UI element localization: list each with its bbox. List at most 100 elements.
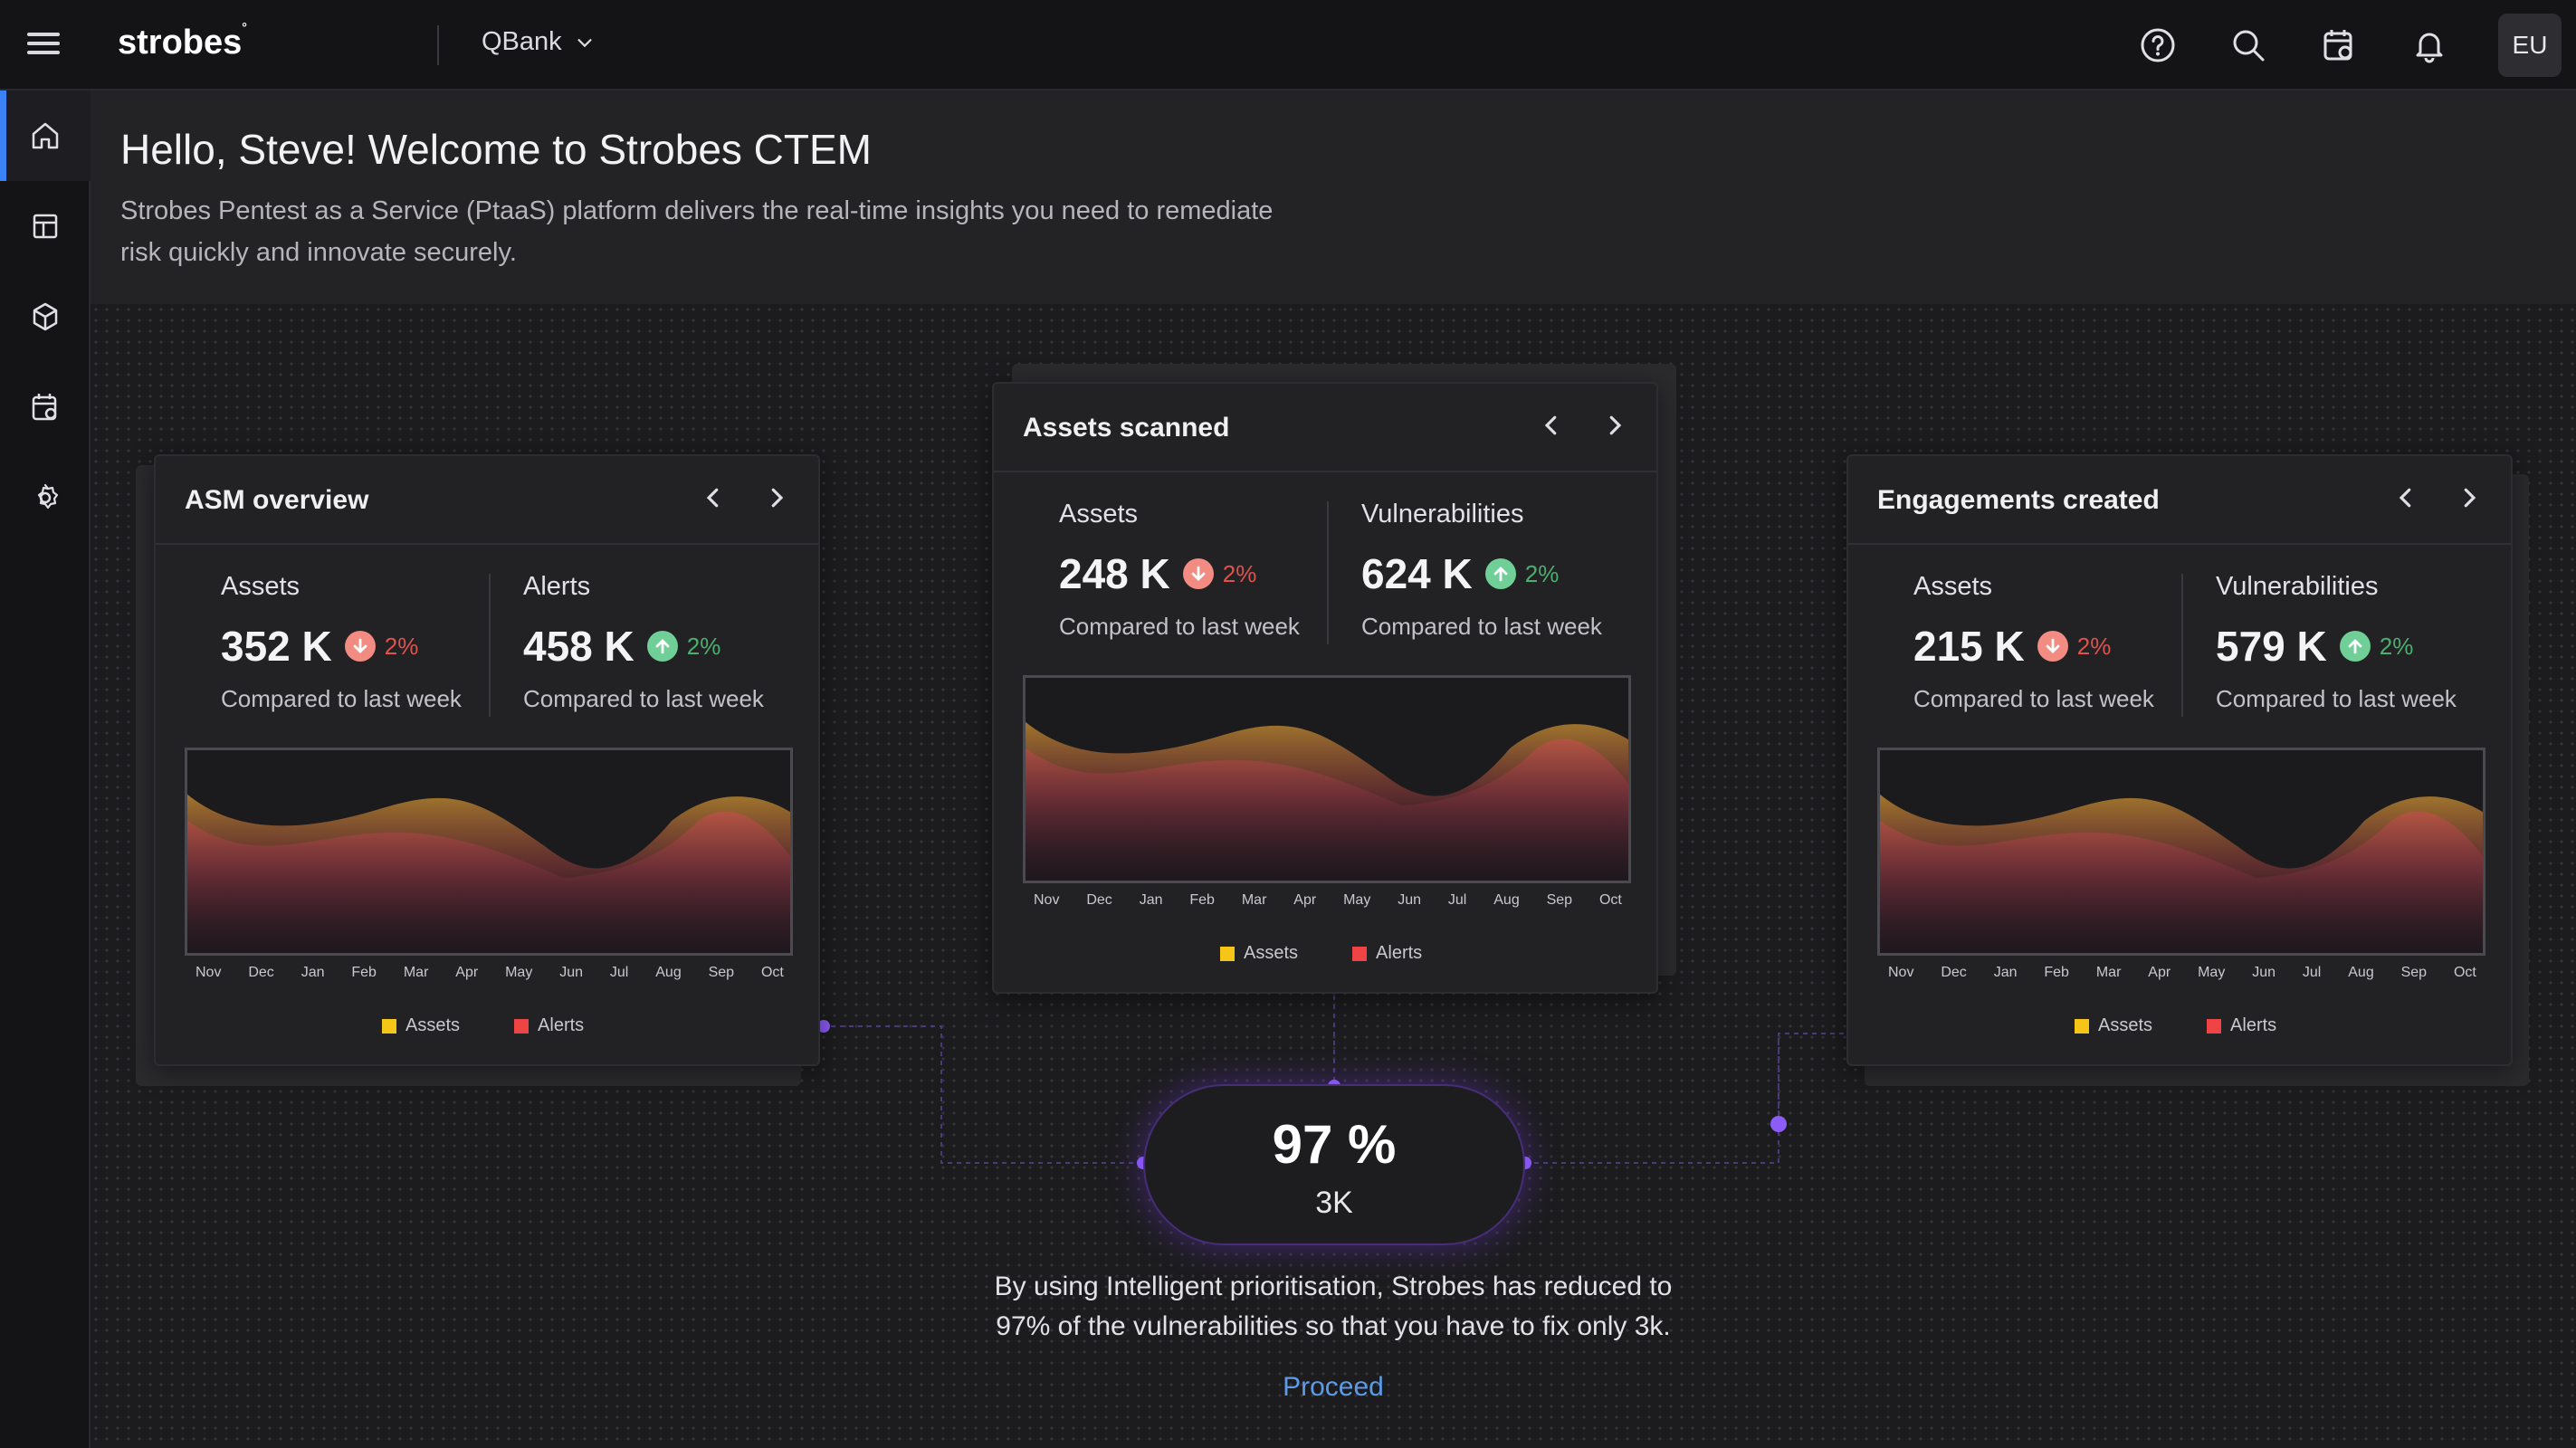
stat-value: 458 K [523,623,634,670]
stat-label: Assets [1913,572,1993,601]
month-label: Jun [559,965,584,980]
month-label: May [505,965,533,980]
reduction-percent: 97 % [1272,1114,1397,1175]
month-label: Dec [1086,892,1112,908]
x-axis-labels: Nov Dec Jan Feb Mar Apr May Jun Jul Aug … [1888,965,2476,981]
trend-down-icon [1182,558,1214,589]
month-label: May [2198,965,2226,980]
month-label: Feb [2044,965,2069,980]
month-label: Apr [455,965,479,980]
workspace-name: QBank [482,27,562,56]
month-label: Jun [2252,965,2276,980]
next-arrow-icon[interactable] [758,480,795,516]
month-label: Jan [1139,892,1163,908]
month-label: Apr [2148,965,2171,980]
stat-value: 352 K [221,623,332,670]
month-label: Mar [1241,892,1267,908]
next-arrow-icon[interactable] [2451,480,2487,516]
month-label: Aug [1493,892,1520,908]
month-label: Jul [2302,965,2322,980]
legend-item-alerts[interactable]: Alerts [514,1015,584,1036]
hamburger-menu-icon[interactable] [24,27,63,63]
area-chart [1023,675,1631,883]
sidebar-item-assets[interactable] [0,272,91,362]
proceed-link[interactable]: Proceed [1283,1372,1384,1402]
sidebar-item-settings[interactable] [0,452,91,543]
month-label: Dec [1941,965,1967,980]
reduction-summary-pill: 97 % 3K [1145,1086,1523,1243]
stat-label: Vulnerabilities [1361,500,1524,529]
next-arrow-icon[interactable] [1597,407,1633,443]
month-label: Jan [1993,965,2018,980]
sidebar-item-dashboard[interactable] [0,181,91,272]
month-label: Jun [1398,892,1422,908]
help-icon[interactable] [2136,24,2180,67]
month-label: Apr [1293,892,1317,908]
engagements-created-card: Engagements created Assets 215 K 2% Comp… [1846,454,2513,1066]
legend-item-assets[interactable]: Assets [2075,1015,2152,1036]
dashboard-icon [33,214,58,239]
trend-up-icon [1484,558,1516,589]
sidebar-item-home[interactable] [0,90,91,181]
stat-value: 215 K [1913,623,2025,670]
month-label: Jul [1447,892,1467,908]
stat-caption: Compared to last week [2216,685,2457,712]
bell-icon[interactable] [2408,24,2451,67]
stat-label: Assets [1059,500,1139,529]
month-label: Nov [1034,892,1060,908]
area-chart [185,748,793,956]
chart-legend: Assets Alerts [2075,1015,2276,1036]
chevron-down-icon [577,38,592,47]
prioritisation-message: By using Intelligent prioritisation, Str… [994,1272,1673,1341]
month-label: Nov [1888,965,1914,980]
card-title: Engagements created [1877,485,2160,515]
stat-caption: Compared to last week [1361,613,1602,640]
month-label: Nov [196,965,222,980]
stat-caption: Compared to last week [523,685,764,712]
stat-label: Assets [221,572,301,601]
trend-percent: 2% [1222,559,1257,587]
chart-legend: Assets Alerts [382,1015,584,1036]
month-label: Oct [760,965,784,980]
stat-value: 248 K [1059,550,1170,597]
chart-legend: Assets Alerts [1220,943,1422,964]
month-label: Oct [2453,965,2476,980]
prev-arrow-icon[interactable] [2388,480,2424,516]
stat-caption: Compared to last week [1913,685,2154,712]
stat-divider [1327,501,1329,644]
month-label: Mar [403,965,429,980]
trend-percent: 2% [2076,632,2112,660]
welcome-banner: Hello, Steve! Welcome to Strobes CTEM St… [91,90,2576,304]
assets-scanned-card: Assets scanned Assets 248 K 2% Compared … [992,382,1658,994]
month-label: Oct [1598,892,1622,908]
x-axis-labels: Nov Dec Jan Feb Mar Apr May Jun Jul Aug … [196,965,784,981]
trend-up-icon [2339,631,2371,662]
search-icon[interactable] [2227,24,2270,67]
top-bar: strobes° QBank EU [0,0,2576,90]
legend-item-assets[interactable]: Assets [1220,943,1298,964]
workspace-selector[interactable]: QBank [482,27,595,57]
trend-percent: 2% [686,632,721,660]
stat-label: Vulnerabilities [2216,572,2379,601]
card-title: ASM overview [185,485,369,515]
sidebar-item-schedule[interactable] [0,362,91,452]
month-label: Aug [2348,965,2374,980]
stat-caption: Compared to last week [221,685,462,712]
month-label: Feb [1189,892,1215,908]
prev-arrow-icon[interactable] [1533,407,1569,443]
strobes-logo[interactable]: strobes° [118,20,247,62]
month-label: Feb [351,965,377,980]
x-axis-labels: Nov Dec Jan Feb Mar Apr May Jun Jul Aug … [1034,892,1622,909]
month-label: Jan [301,965,325,980]
divider [437,25,439,65]
legend-item-assets[interactable]: Assets [382,1015,460,1036]
prev-arrow-icon[interactable] [695,480,731,516]
page-title: Hello, Steve! Welcome to Strobes CTEM [120,126,872,173]
stat-divider [2181,574,2183,717]
legend-item-alerts[interactable]: Alerts [1352,943,1422,964]
legend-item-alerts[interactable]: Alerts [2207,1015,2276,1036]
calendar-settings-icon[interactable] [2317,24,2361,67]
trend-percent: 2% [2379,632,2414,660]
trend-percent: 2% [384,632,419,660]
user-avatar[interactable]: EU [2498,14,2562,77]
